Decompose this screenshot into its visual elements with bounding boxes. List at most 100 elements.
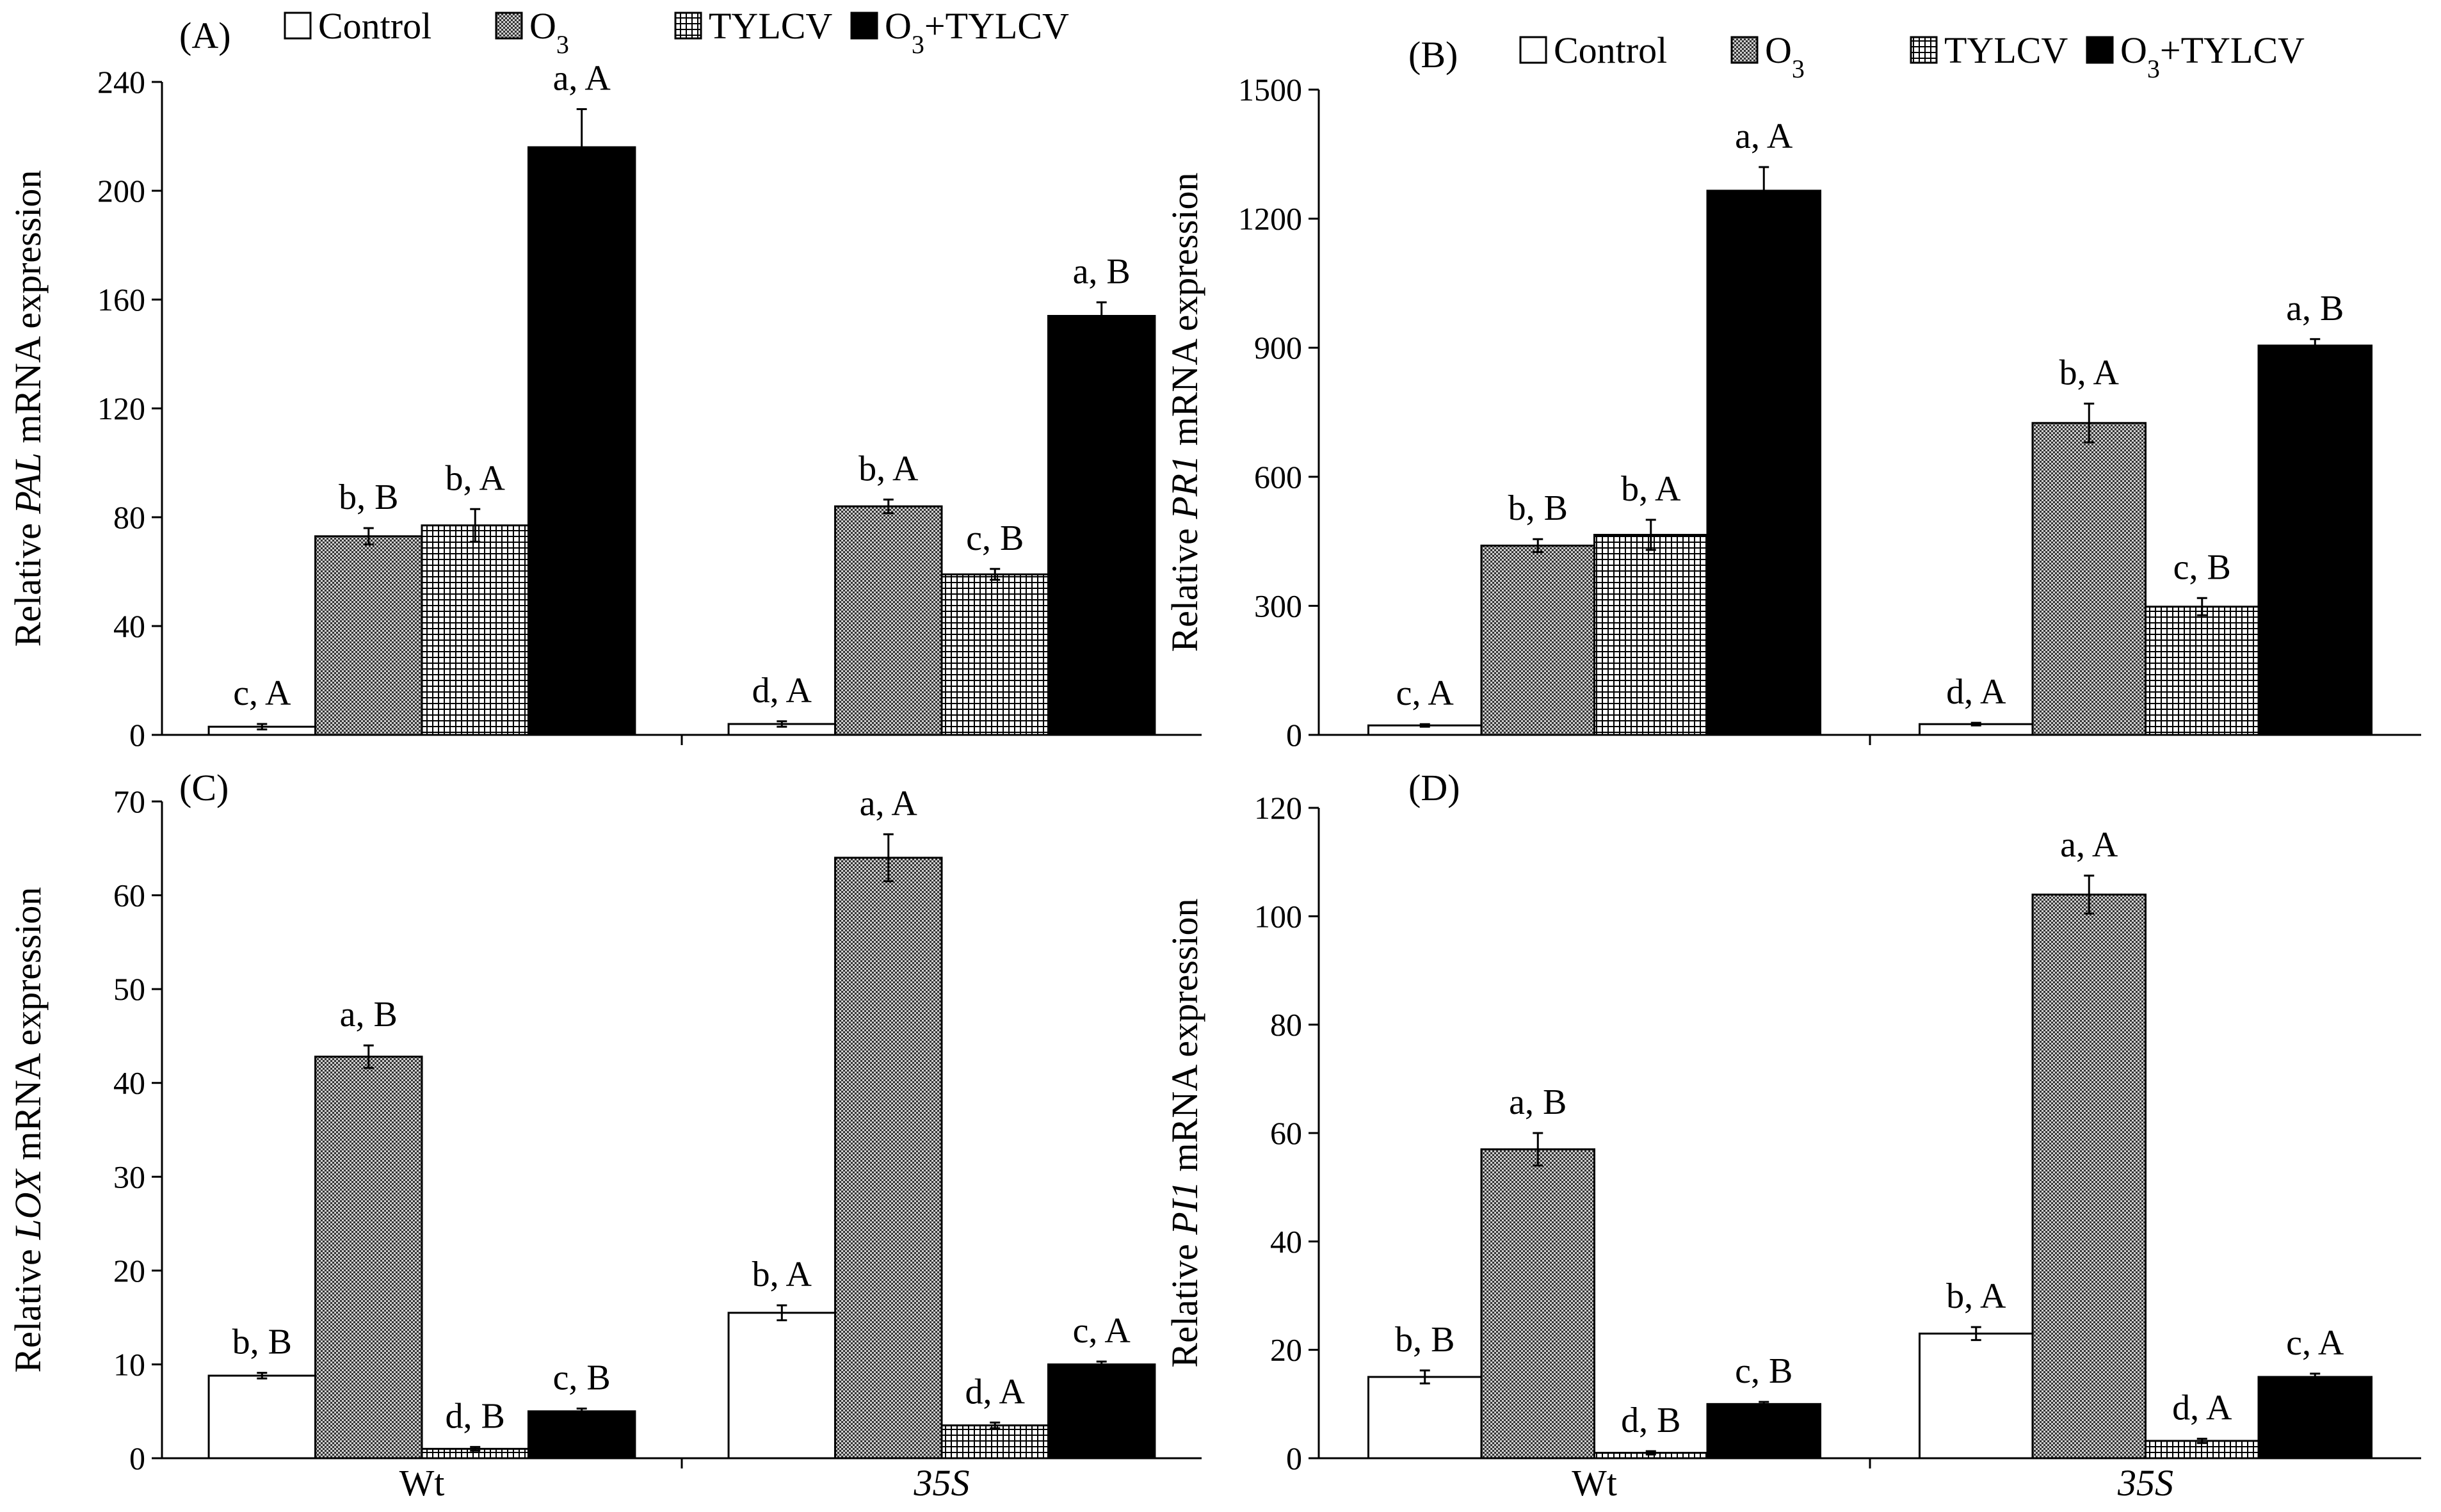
legend-swatch (674, 12, 702, 40)
significance-label: c, A (1073, 1311, 1131, 1351)
bar (527, 146, 636, 736)
y-tick-label: 20 (1270, 1332, 1302, 1368)
legend-swatch (1519, 36, 1547, 64)
bar (1047, 315, 1156, 736)
significance-label: a, A (860, 784, 918, 823)
significance-label: b, A (2059, 353, 2120, 393)
legend: Control O3 TYLCV O3+TYLCV (284, 5, 1069, 59)
legend-label-rest: +TYLCV (2160, 29, 2305, 71)
significance-label: b, B (1508, 488, 1568, 528)
legend-label: O3 (529, 5, 569, 59)
bar (1047, 1363, 1156, 1460)
y-tick-label: 100 (1254, 898, 1302, 934)
legend-label: TYLCV (709, 5, 832, 47)
y-tick-label: 40 (113, 608, 145, 644)
legend-swatch (850, 12, 878, 40)
bar (1367, 1376, 1483, 1460)
x-category-label: Wt (1572, 1462, 1617, 1504)
bar (1706, 189, 1822, 736)
bar (940, 1424, 1049, 1460)
y-axis-label-part: LOX (7, 1168, 49, 1240)
chart-panel-b: (B) 0 300 600 900 1200 1500 Relative PR1 mRNA e… (1164, 29, 2421, 753)
legend-label: TYLCV (1944, 29, 2068, 71)
y-axis-label-part: PR1 (1164, 455, 1205, 520)
y-tick-label: 200 (97, 173, 145, 209)
panel-label: (B) (1408, 34, 1458, 76)
significance-label: b, B (232, 1323, 292, 1362)
y-tick-label: 80 (113, 499, 145, 535)
significance-label: c, B (553, 1358, 611, 1397)
legend-swatch (284, 12, 312, 40)
legend-label-rest: +TYLCV (924, 5, 1069, 47)
bar (940, 573, 1049, 736)
y-tick-label: 20 (113, 1253, 145, 1289)
y-tick-label: 40 (1270, 1223, 1302, 1259)
y-tick-label: 80 (1270, 1007, 1302, 1043)
significance-label: a, A (2060, 825, 2118, 865)
legend-label-text: TYLCV (1944, 29, 2068, 71)
y-tick-label: 1200 (1238, 201, 1302, 237)
significance-label: d, A (752, 671, 812, 711)
panel-label: (C) (179, 767, 229, 808)
legend-swatch (1910, 36, 1938, 64)
significance-label: a, B (1073, 252, 1131, 291)
significance-label: a, A (1735, 117, 1793, 156)
bar (834, 505, 943, 736)
legend-label-text: O (529, 5, 556, 47)
bar (1593, 534, 1709, 736)
legend-label: O3+TYLCV (2120, 29, 2305, 83)
y-axis-label-part: mRNA expression (7, 887, 49, 1170)
significance-label: a, B (1509, 1082, 1567, 1122)
y-tick-label: 300 (1254, 588, 1302, 623)
x-category-label: 35S (914, 1462, 970, 1504)
bar (1480, 1148, 1596, 1460)
bar (421, 524, 529, 736)
y-tick-label: 60 (113, 878, 145, 913)
legend-label: O3+TYLCV (885, 5, 1069, 59)
x-category-label: 35S (2117, 1462, 2173, 1504)
significance-label: b, A (1946, 1276, 2006, 1316)
legend-subscript: 3 (1792, 54, 1805, 83)
y-axis-label-part: PI1 (1164, 1181, 1205, 1235)
y-axis-label: Relative PR1 mRNA expression (1164, 172, 1205, 652)
chart-panel-a: (A) 0 40 80 120 160 200 240 Relative PAL mRNA ex… (7, 5, 1202, 753)
bar (2145, 606, 2260, 736)
significance-label: c, A (2286, 1323, 2344, 1363)
legend-label: O3 (1765, 29, 1805, 83)
panel-label: (D) (1408, 767, 1460, 808)
y-axis-label-part: Relative (7, 514, 49, 647)
legend-label-text: O (1765, 29, 1792, 71)
significance-label: d, A (965, 1372, 1026, 1411)
significance-label: c, A (1396, 673, 1454, 713)
bar (314, 535, 423, 736)
significance-label: d, B (1621, 1401, 1680, 1440)
bar (2031, 422, 2147, 736)
significance-label: c, B (966, 519, 1024, 558)
significance-label: a, B (2286, 289, 2344, 328)
y-axis-label-part: mRNA expression (7, 170, 49, 453)
legend: Control O3 TYLCV O3+TYLCV (1519, 29, 2305, 83)
legend-swatch (495, 12, 523, 40)
y-axis-label-part: mRNA expression (1164, 172, 1205, 454)
x-category-label: Wt (399, 1462, 445, 1504)
y-tick-label: 50 (113, 971, 145, 1007)
significance-label: a, B (340, 995, 398, 1034)
bar (727, 1312, 837, 1460)
y-axis-label-part: PAL (7, 453, 49, 515)
legend-swatch (2086, 36, 2114, 64)
bar (2257, 344, 2373, 736)
y-axis-label-part: mRNA expression (1164, 899, 1205, 1181)
bar (2257, 1376, 2373, 1460)
legend-label-text: Control (318, 5, 431, 47)
y-tick-label: 0 (129, 717, 145, 753)
y-axis-label-part: Relative (7, 1240, 49, 1373)
significance-label: c, B (1735, 1351, 1792, 1391)
legend-label-text: O (2120, 29, 2147, 71)
y-tick-label: 0 (1286, 1440, 1302, 1476)
y-tick-label: 40 (113, 1065, 145, 1101)
legend-subscript: 3 (2147, 54, 2160, 83)
legend-label: Control (318, 5, 431, 47)
y-axis-label-part: Relative (1164, 1235, 1205, 1368)
